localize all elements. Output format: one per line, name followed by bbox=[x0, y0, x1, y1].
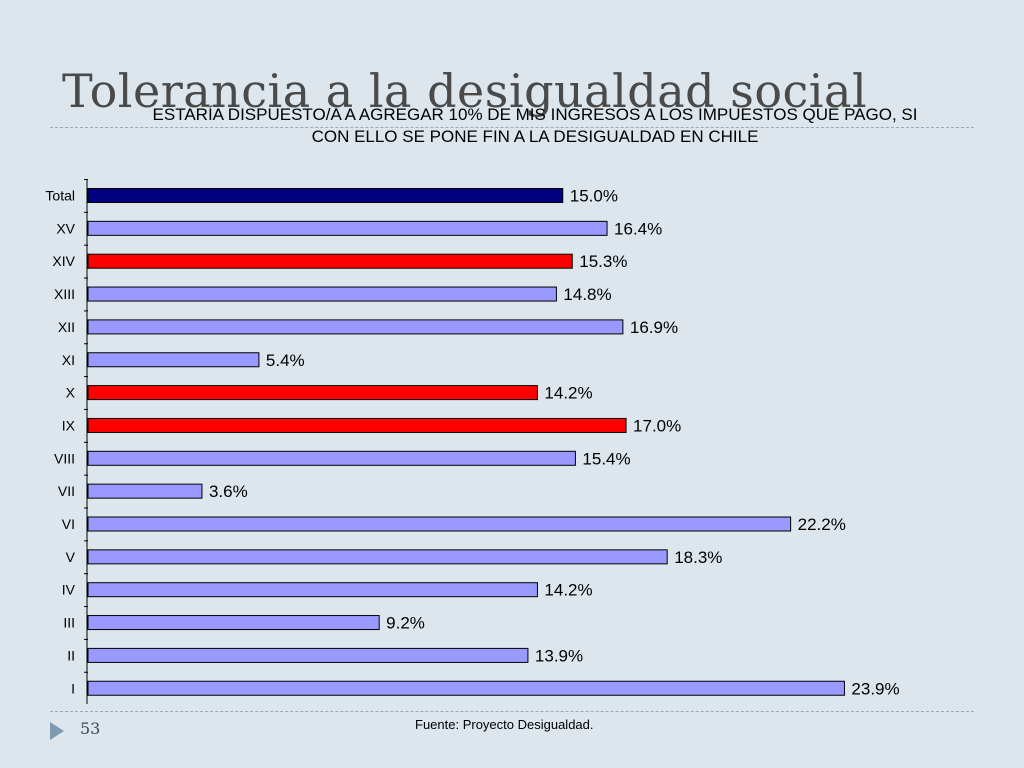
category-label: V bbox=[66, 549, 76, 565]
category-label: I bbox=[71, 680, 75, 696]
data-label: 14.2% bbox=[544, 581, 592, 600]
data-label: 17.0% bbox=[633, 416, 681, 435]
bar-vi bbox=[87, 516, 792, 532]
data-label: 22.2% bbox=[798, 515, 846, 534]
category-label: XIII bbox=[54, 286, 75, 302]
category-label: IX bbox=[62, 417, 76, 433]
category-label: Total bbox=[45, 188, 75, 204]
category-label: X bbox=[66, 385, 76, 401]
bar-i bbox=[87, 680, 845, 696]
category-label: VI bbox=[62, 516, 75, 532]
page-number: 53 bbox=[80, 719, 101, 738]
data-label: 14.8% bbox=[563, 285, 611, 304]
triangle-arrow-icon bbox=[50, 722, 64, 740]
bar-xiii bbox=[87, 286, 557, 302]
bar-v bbox=[87, 549, 668, 565]
bar-ix bbox=[87, 417, 627, 433]
data-label: 3.6% bbox=[209, 482, 248, 501]
category-label: VIII bbox=[54, 450, 75, 466]
chart-title: ESTARÍA DISPUESTO/A A AGREGAR 10% DE MIS… bbox=[152, 105, 918, 146]
data-label: 13.9% bbox=[535, 646, 583, 665]
bar-x bbox=[87, 385, 538, 401]
bar-xiv bbox=[87, 253, 573, 269]
data-label: 5.4% bbox=[266, 351, 305, 370]
data-label: 15.3% bbox=[579, 252, 627, 271]
data-label: 18.3% bbox=[674, 548, 722, 567]
data-label: 16.4% bbox=[614, 219, 662, 238]
slide-title: Tolerancia a la desigualdad social bbox=[62, 64, 868, 118]
bar-xii bbox=[87, 319, 624, 335]
bar-viii bbox=[87, 450, 576, 466]
bar-vii bbox=[87, 483, 203, 499]
category-label: XIV bbox=[52, 253, 75, 269]
bar-xv bbox=[87, 220, 608, 236]
data-label: 16.9% bbox=[630, 318, 678, 337]
category-label: II bbox=[67, 647, 75, 663]
data-label: 14.2% bbox=[544, 384, 592, 403]
bar-iii bbox=[87, 615, 380, 631]
bar-total bbox=[87, 188, 564, 203]
title-divider bbox=[50, 127, 974, 128]
data-label: 15.4% bbox=[582, 449, 630, 468]
footer-divider bbox=[50, 711, 974, 712]
source-note: Fuente: Proyecto Desigualdad. bbox=[415, 717, 594, 732]
data-label: 9.2% bbox=[386, 614, 425, 633]
bar-iv bbox=[87, 582, 538, 598]
data-label: 23.9% bbox=[851, 679, 899, 698]
category-label: XII bbox=[58, 319, 75, 335]
category-label: VII bbox=[58, 483, 75, 499]
category-label: XI bbox=[62, 352, 75, 368]
data-label: 15.0% bbox=[570, 187, 618, 206]
category-label: XV bbox=[56, 220, 75, 236]
bar-ii bbox=[87, 647, 529, 663]
category-label: III bbox=[63, 615, 75, 631]
bar-xi bbox=[87, 352, 260, 368]
category-label: IV bbox=[62, 582, 76, 598]
